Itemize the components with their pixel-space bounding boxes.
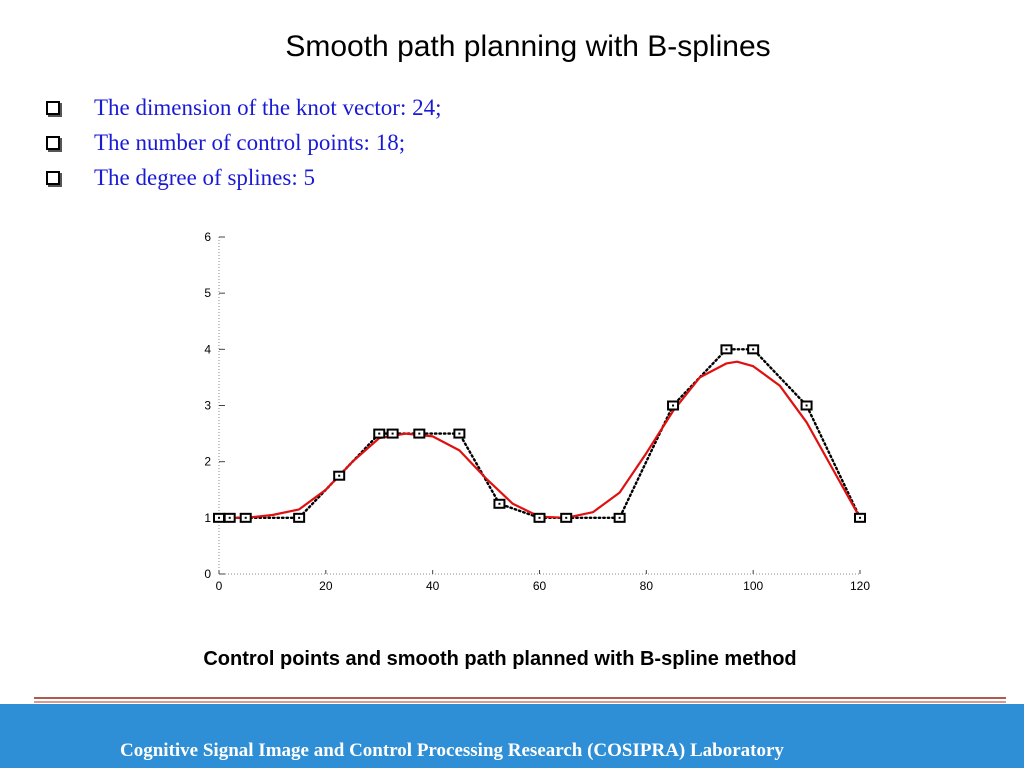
bullet-text: The dimension of the knot vector: 24; [94,94,442,120]
control-point-center [244,516,247,519]
y-tick-label: 5 [204,286,211,300]
control-point-center [618,516,621,519]
control-point-center [298,516,301,519]
footer-divider [34,697,1006,699]
bullet-item: The dimension of the knot vector: 24; [46,90,441,125]
x-tick-label: 120 [850,579,870,593]
x-tick-label: 100 [743,579,763,593]
y-tick-label: 4 [204,342,211,356]
x-tick-label: 0 [216,579,223,593]
x-tick-label: 20 [319,579,333,593]
slide-title: Smooth path planning with B-splines [285,30,771,63]
bullet-item: The number of control points: 18; [46,125,441,160]
control-point-center [391,432,394,435]
bullet-item: The degree of splines: 5 [46,160,441,195]
bullet-list: The dimension of the knot vector: 24; Th… [46,90,441,195]
footer-bar: Cognitive Signal Image and Control Proce… [0,704,1024,768]
figure-caption: Control points and smooth path planned w… [203,648,797,670]
control-point-center [458,432,461,435]
control-point-center [565,516,568,519]
control-point-center [752,348,755,351]
control-point-center [538,516,541,519]
bullet-text: The degree of splines: 5 [94,164,315,190]
control-point-center [418,432,421,435]
checkbox-bullet-icon [46,100,60,115]
checkbox-bullet-icon [46,135,60,150]
control-point-center [218,516,220,519]
control-point-center [859,516,861,519]
footer-divider-secondary [34,701,1006,703]
checkbox-bullet-icon [46,170,60,185]
bullet-text: The number of control points: 18; [94,129,406,155]
y-tick-label: 6 [204,230,211,244]
control-point-center [498,502,501,505]
control-point-center [228,516,231,519]
footer-text: Cognitive Signal Image and Control Proce… [120,740,784,761]
control-point-center [378,432,381,435]
control-point-center [672,404,675,407]
spline-path-line [219,360,861,519]
y-tick-label: 1 [204,511,211,525]
y-tick-label: 3 [204,399,211,413]
x-tick-label: 60 [533,579,547,593]
control-point-center [805,404,808,407]
control-point-center [725,348,728,351]
y-tick-label: 2 [204,455,211,469]
x-tick-label: 80 [640,579,654,593]
control-point-center [338,474,341,477]
y-tick-label: 0 [204,567,211,581]
x-tick-label: 40 [426,579,440,593]
chart-series [213,344,866,523]
